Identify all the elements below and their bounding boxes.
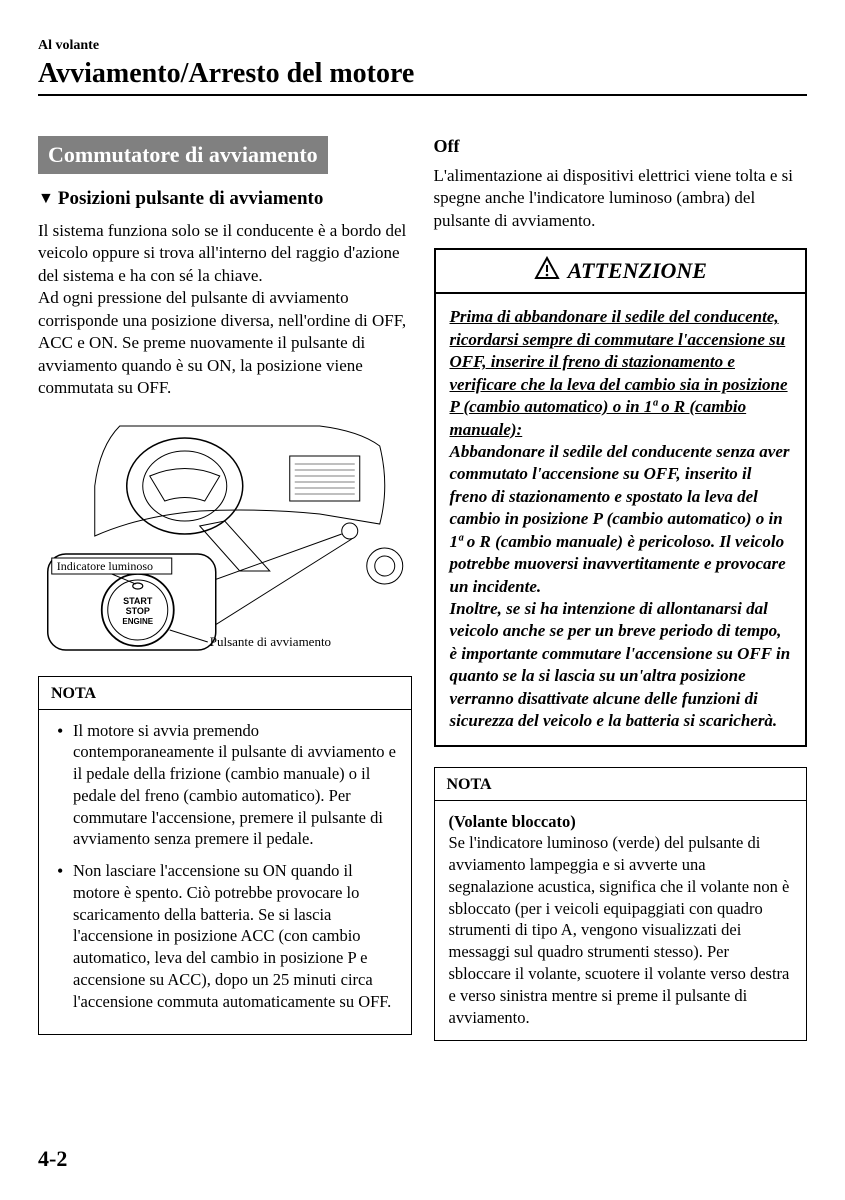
nota-item-2: Non lasciare l'accensione su ON quando i… bbox=[53, 860, 397, 1012]
page-header: Al volante Avviamento/Arresto del motore bbox=[38, 38, 807, 96]
attention-body: Prima di abbandonare il sedile del condu… bbox=[436, 294, 806, 744]
nota2-body: (Volante bloccato) Se l'indicatore lumin… bbox=[435, 801, 807, 1041]
btn-text-stop: STOP bbox=[126, 606, 150, 616]
content-columns: Commutatore di avviamento ▼ Posizioni pu… bbox=[38, 136, 807, 1059]
nota-box-right: NOTA (Volante bloccato) Se l'indicatore … bbox=[434, 767, 808, 1042]
warning-triangle-icon bbox=[534, 256, 560, 286]
nota-item-1: Il motore si avvia premendo contemporane… bbox=[53, 720, 397, 851]
nota-header: NOTA bbox=[39, 677, 411, 710]
para2-text: Ad ogni pressione del pulsante di avviam… bbox=[38, 288, 406, 397]
btn-text-start: START bbox=[123, 596, 153, 606]
attention-underlined: Prima di abbandonare il sedile del condu… bbox=[450, 307, 788, 438]
nota2-header: NOTA bbox=[435, 768, 807, 801]
attention-para2: Inoltre, se si ha intenzione di allontan… bbox=[450, 599, 791, 730]
dashboard-svg: START STOP ENGINE Indicatore luminoso Pu… bbox=[38, 416, 412, 656]
attention-box: ATTENZIONE Prima di abbandonare il sedil… bbox=[434, 248, 808, 746]
paragraph-intro: Il sistema funziona solo se il conducent… bbox=[38, 220, 412, 400]
attention-title: ATTENZIONE bbox=[568, 258, 707, 284]
nota2-subtitle: (Volante bloccato) bbox=[449, 812, 576, 831]
nota-body: Il motore si avvia premendo contemporane… bbox=[39, 710, 411, 1035]
nota2-text: Se l'indicatore luminoso (verde) del pul… bbox=[449, 833, 790, 1026]
section-highlight: Commutatore di avviamento bbox=[38, 136, 328, 174]
down-triangle-icon: ▼ bbox=[38, 190, 54, 208]
nota-box-left: NOTA Il motore si avvia premendo contemp… bbox=[38, 676, 412, 1036]
attention-para1: Abbandonare il sedile del conducente sen… bbox=[450, 442, 790, 596]
right-column: Off L'alimentazione ai dispositivi elett… bbox=[434, 136, 808, 1059]
subheading-posizioni: ▼ Posizioni pulsante di avviamento bbox=[38, 188, 412, 210]
subheading-text: Posizioni pulsante di avviamento bbox=[58, 188, 324, 210]
off-heading: Off bbox=[434, 136, 808, 157]
breadcrumb: Al volante bbox=[38, 38, 807, 54]
label-pulsante: Pulsante di avviamento bbox=[210, 634, 331, 649]
page-number: 4-2 bbox=[38, 1146, 67, 1172]
label-indicatore: Indicatore luminoso bbox=[57, 559, 153, 573]
left-column: Commutatore di avviamento ▼ Posizioni pu… bbox=[38, 136, 412, 1059]
title-divider bbox=[38, 94, 807, 96]
btn-text-engine: ENGINE bbox=[122, 617, 153, 626]
page-title: Avviamento/Arresto del motore bbox=[38, 58, 807, 90]
attention-header: ATTENZIONE bbox=[436, 250, 806, 294]
dashboard-illustration: START STOP ENGINE Indicatore luminoso Pu… bbox=[38, 416, 412, 656]
para1-text: Il sistema funziona solo se il conducent… bbox=[38, 221, 406, 285]
off-text: L'alimentazione ai dispositivi elettrici… bbox=[434, 165, 808, 232]
